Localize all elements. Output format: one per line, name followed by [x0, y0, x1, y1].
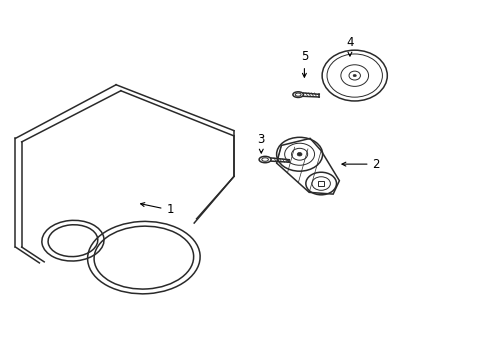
Text: 5: 5 — [300, 50, 307, 77]
Text: 2: 2 — [341, 158, 379, 171]
Text: 3: 3 — [257, 133, 264, 153]
Text: 1: 1 — [141, 203, 174, 216]
Ellipse shape — [352, 74, 356, 77]
Bar — [318, 181, 324, 186]
Ellipse shape — [297, 153, 302, 156]
Text: 4: 4 — [346, 36, 353, 56]
